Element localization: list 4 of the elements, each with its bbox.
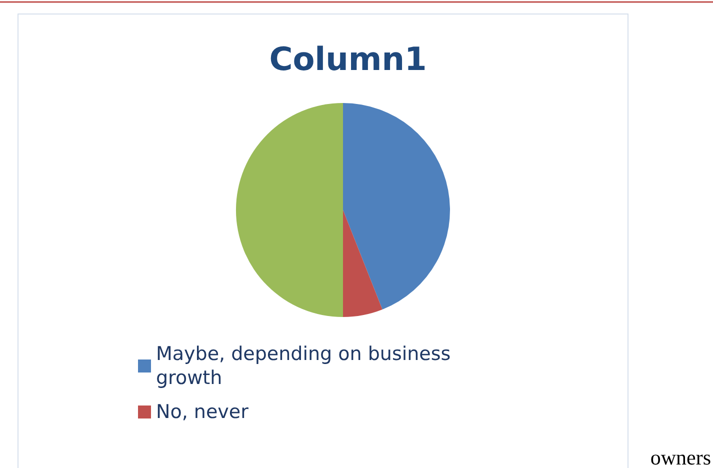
legend-label: No, never xyxy=(156,401,249,423)
legend-label: Maybe, depending on business growth xyxy=(156,343,457,389)
text: owners xyxy=(650,446,712,468)
chart-title: Column1 xyxy=(269,40,427,78)
